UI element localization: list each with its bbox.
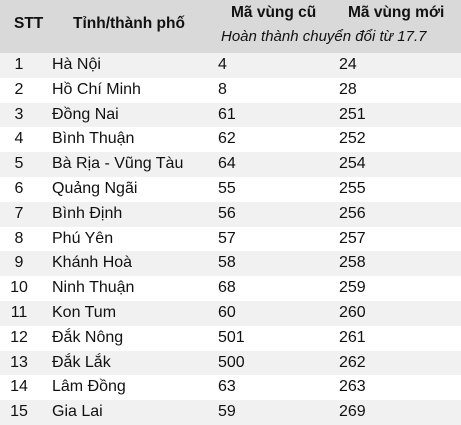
table-row: 10 Ninh Thuận 68 259 — [0, 276, 461, 301]
cell-new-code: 255 — [339, 179, 366, 197]
cell-province: Kon Tum — [52, 303, 117, 321]
cell-stt: 5 — [14, 155, 24, 173]
cell-province: Đắk Lắk — [52, 353, 111, 371]
cell-new-code: 263 — [339, 378, 366, 396]
header-province: Tỉnh/thành phố — [73, 15, 185, 32]
cell-old-code: 500 — [218, 353, 245, 371]
cell-province: Quảng Ngãi — [52, 179, 138, 197]
table-row: 2 Hồ Chí Minh 8 28 — [0, 77, 461, 103]
cell-old-code: 61 — [218, 105, 236, 123]
cell-stt: 9 — [14, 254, 24, 272]
cell-stt: 2 — [14, 80, 24, 98]
cell-stt: 1 — [14, 56, 24, 73]
cell-stt: 8 — [14, 229, 24, 247]
cell-province: Đồng Nai — [52, 105, 119, 123]
cell-stt: 13 — [10, 353, 28, 371]
cell-new-code: 269 — [339, 403, 366, 421]
cell-new-code: 260 — [339, 303, 366, 321]
cell-new-code: 259 — [339, 279, 366, 297]
cell-old-code: 56 — [218, 204, 236, 222]
cell-new-code: 251 — [339, 105, 366, 123]
header-new-code: Mã vùng mới — [348, 4, 445, 21]
cell-stt: 6 — [14, 179, 24, 197]
cell-province: Bình Định — [52, 204, 123, 222]
header-stt: STT — [14, 15, 44, 32]
table-row: 14 Lâm Đồng 63 263 — [0, 375, 461, 401]
cell-province: Bình Thuận — [52, 130, 135, 148]
cell-stt: 7 — [14, 204, 24, 222]
cell-stt: 4 — [14, 130, 24, 148]
cell-new-code: 24 — [339, 56, 357, 73]
cell-old-code: 58 — [218, 254, 236, 272]
cell-old-code: 501 — [218, 328, 245, 346]
table-row: 12 Đắk Nông 501 261 — [0, 325, 461, 351]
cell-old-code: 4 — [218, 56, 227, 73]
cell-new-code: 257 — [339, 229, 366, 247]
table-body: 1 Hà Nội 4 24 2 Hồ Chí Minh 8 28 3 Đồng … — [0, 53, 461, 425]
table-row: 6 Quảng Ngãi 55 255 — [0, 176, 461, 202]
table-row: 9 Khánh Hoà 58 258 — [0, 251, 461, 277]
table-row: 15 Gia Lai 59 269 — [0, 400, 461, 425]
cell-old-code: 64 — [218, 155, 236, 173]
cell-province: Hồ Chí Minh — [52, 80, 141, 98]
cell-province: Lâm Đồng — [52, 378, 126, 396]
cell-province: Gia Lai — [52, 403, 103, 421]
table-row: 4 Bình Thuận 62 252 — [0, 127, 461, 153]
cell-old-code: 60 — [218, 303, 236, 321]
table-row: 1 Hà Nội 4 24 — [0, 53, 461, 78]
cell-stt: 10 — [10, 279, 28, 297]
cell-stt: 15 — [10, 403, 28, 421]
cell-new-code: 28 — [339, 80, 357, 98]
cell-stt: 3 — [14, 105, 24, 123]
table-header: STT Tỉnh/thành phố Mã vùng cũ Mã vùng mớ… — [0, 0, 461, 54]
cell-old-code: 8 — [218, 80, 227, 98]
cell-old-code: 59 — [218, 403, 236, 421]
cell-new-code: 261 — [339, 328, 366, 346]
cell-stt: 12 — [10, 328, 28, 346]
cell-new-code: 252 — [339, 130, 366, 148]
cell-province: Ninh Thuận — [52, 279, 135, 297]
cell-province: Bà Rịa - Vũng Tàu — [52, 155, 184, 173]
table-row: 7 Bình Định 56 256 — [0, 201, 461, 227]
cell-province: Đắk Nông — [52, 328, 124, 346]
table-row: 5 Bà Rịa - Vũng Tàu 64 254 — [0, 152, 461, 177]
cell-stt: 11 — [10, 303, 28, 321]
cell-province: Phú Yên — [52, 229, 114, 247]
cell-old-code: 68 — [218, 279, 236, 297]
table-row: 11 Kon Tum 60 260 — [0, 300, 461, 326]
cell-new-code: 256 — [339, 204, 366, 222]
table-row: 3 Đồng Nai 61 251 — [0, 102, 461, 128]
cell-new-code: 262 — [339, 353, 366, 371]
cell-old-code: 63 — [218, 378, 236, 396]
cell-stt: 14 — [10, 378, 28, 396]
cell-new-code: 254 — [339, 155, 366, 173]
cell-old-code: 62 — [218, 130, 236, 148]
header-old-code: Mã vùng cũ — [231, 4, 317, 21]
cell-old-code: 57 — [218, 229, 236, 247]
cell-province: Hà Nội — [52, 56, 101, 73]
header-note: Hoàn thành chuyển đổi từ 17.7 — [221, 28, 427, 45]
cell-new-code: 258 — [339, 254, 366, 272]
cell-province: Khánh Hoà — [52, 254, 133, 272]
table-row: 8 Phú Yên 57 257 — [0, 226, 461, 252]
cell-old-code: 55 — [218, 179, 236, 197]
table-row: 13 Đắk Lắk 500 262 — [0, 350, 461, 376]
